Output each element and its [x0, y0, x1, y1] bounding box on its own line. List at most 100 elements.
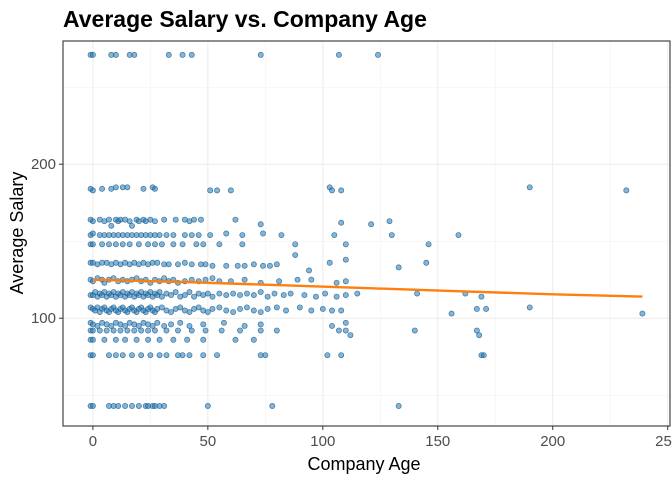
data-point [152, 185, 158, 192]
data-point [200, 352, 207, 359]
data-point [135, 241, 142, 248]
data-point [395, 403, 402, 409]
data-point [354, 290, 361, 297]
data-point [234, 262, 241, 269]
data-point [232, 336, 239, 343]
data-point [112, 336, 119, 343]
data-point [188, 232, 195, 238]
data-point [214, 187, 220, 194]
data-point [425, 241, 432, 248]
data-point [172, 216, 179, 223]
data-point [292, 252, 299, 259]
data-point [106, 216, 112, 223]
data-point [158, 241, 165, 248]
data-point [476, 332, 483, 339]
x-tick-label: 250 [655, 433, 672, 450]
data-point [179, 51, 186, 58]
data-point [473, 327, 480, 334]
data-point [333, 279, 340, 286]
data-point [112, 184, 119, 191]
data-point [89, 403, 96, 409]
data-point [338, 219, 345, 226]
data-point [154, 319, 161, 326]
data-point [188, 261, 195, 268]
data-point [161, 275, 168, 282]
data-point [133, 336, 140, 343]
data-point [110, 327, 117, 334]
data-point [342, 327, 349, 334]
data-point [239, 241, 246, 248]
data-point [209, 293, 216, 300]
data-point [455, 232, 462, 238]
data-point [193, 241, 200, 248]
data-point [243, 290, 250, 297]
data-point [126, 218, 133, 225]
y-tick-label: 200 [31, 156, 56, 173]
data-point [89, 352, 96, 359]
data-point [122, 403, 129, 409]
data-point [195, 304, 202, 311]
data-point [264, 306, 271, 312]
data-point [216, 290, 223, 297]
y-axis-label: Average Salary [7, 172, 27, 295]
data-point [188, 327, 195, 334]
data-point [131, 327, 138, 334]
data-point [342, 278, 349, 285]
data-point [335, 51, 342, 58]
data-point [209, 275, 216, 282]
data-point [156, 352, 163, 359]
data-point [216, 241, 223, 248]
data-point [204, 403, 211, 409]
data-point [375, 51, 381, 58]
data-point [156, 289, 163, 295]
data-point [108, 322, 115, 329]
data-point [195, 232, 202, 238]
data-point [152, 327, 158, 334]
data-point [273, 304, 280, 311]
data-point [218, 327, 225, 334]
data-point [239, 232, 246, 238]
data-point [331, 232, 338, 238]
data-point [177, 304, 184, 311]
data-point [161, 322, 168, 329]
data-point [342, 319, 349, 326]
data-point [308, 276, 315, 283]
data-point [386, 218, 393, 225]
data-point [241, 276, 248, 283]
data-point [177, 319, 184, 326]
data-point [342, 292, 349, 299]
data-point [335, 327, 342, 334]
data-point [237, 292, 243, 299]
data-point [172, 289, 179, 295]
data-point [306, 267, 312, 274]
data-point [161, 403, 168, 409]
y-tick-label: 100 [31, 310, 56, 327]
data-point [152, 241, 158, 248]
data-point [257, 221, 264, 228]
data-point [170, 241, 177, 248]
data-point [115, 403, 122, 409]
data-point [103, 327, 110, 334]
data-point [287, 290, 294, 297]
data-point [158, 293, 165, 300]
data-point [119, 241, 126, 248]
data-point [181, 232, 188, 238]
x-tick-label: 0 [89, 433, 97, 450]
data-point [223, 230, 230, 237]
data-point [89, 187, 96, 194]
data-point [163, 327, 170, 334]
data-point [388, 232, 395, 238]
data-point [395, 264, 402, 271]
data-point [269, 403, 276, 409]
data-point [329, 322, 335, 329]
data-point [223, 262, 230, 269]
data-point [220, 319, 227, 326]
data-point [266, 262, 273, 269]
data-point [223, 307, 230, 314]
data-point [165, 51, 172, 58]
data-point [126, 241, 133, 248]
data-point [202, 261, 209, 268]
data-point [333, 293, 340, 300]
data-point [326, 259, 333, 266]
